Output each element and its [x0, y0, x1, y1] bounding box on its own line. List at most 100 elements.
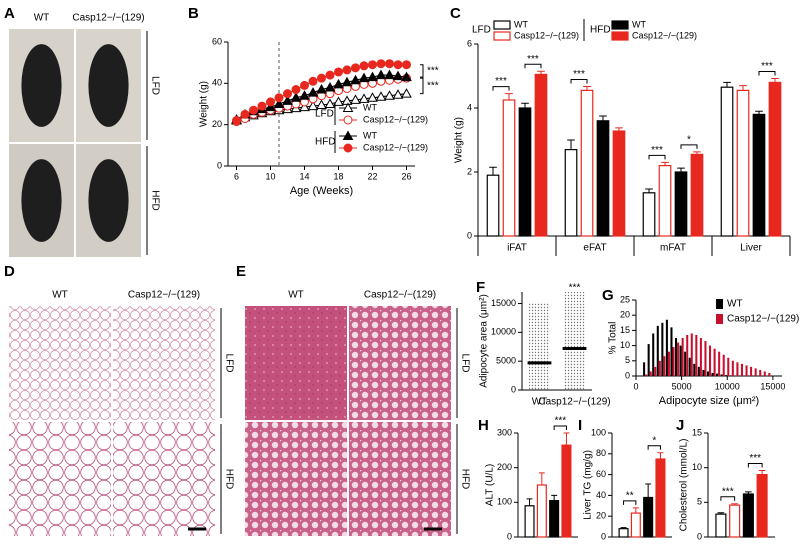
data-point: [384, 69, 395, 80]
micrograph: [349, 422, 451, 536]
x-axis-title: Adipocyte size (μm²): [659, 395, 759, 407]
column-label: WT: [34, 13, 50, 24]
bar: [618, 528, 629, 538]
bar: [670, 327, 673, 376]
panel-label: J: [676, 417, 684, 434]
panel-label: H: [478, 417, 489, 434]
data-point: [273, 98, 285, 108]
data-spread: [529, 303, 550, 390]
legend-label: WT: [363, 130, 377, 140]
bar: [677, 342, 680, 376]
y-tick-label: 10000: [491, 327, 516, 337]
bar: [713, 348, 716, 376]
sig-bracket: [570, 79, 588, 84]
data-point: [341, 76, 353, 87]
data-point: [385, 59, 394, 69]
legend-label: Casp12−/−(129): [727, 314, 799, 325]
bar: [564, 149, 578, 237]
legend-marker: [343, 143, 353, 153]
bar: [697, 366, 700, 376]
y-tick-label: 15: [620, 325, 630, 335]
legend-group: HFD: [590, 25, 611, 36]
bar: [742, 493, 754, 538]
column-label: WT: [52, 290, 68, 301]
y-tick-label: 5000: [496, 356, 516, 366]
row-label: LFD: [459, 354, 470, 373]
y-tick-label: 20: [596, 511, 606, 521]
column-label: Casp12−/−(129): [128, 290, 200, 301]
error-bar: [657, 452, 664, 459]
bar: [752, 113, 766, 237]
legend-swatch: [493, 20, 511, 30]
column-label: Casp12−/−(129): [72, 13, 144, 24]
data-point: [376, 59, 386, 69]
bar: [709, 345, 712, 376]
sig-label: ***: [495, 76, 507, 87]
bar: [679, 345, 682, 376]
data-point: [307, 87, 319, 97]
sig-label: ***: [722, 486, 734, 497]
x-tick-label: 18: [333, 171, 343, 181]
x-tick-label: 6: [234, 171, 239, 181]
y-tick-label: 100: [497, 497, 512, 507]
sig-label: ***: [573, 69, 585, 80]
data-point: [290, 92, 302, 102]
bar: [663, 356, 666, 376]
micrograph: [113, 422, 215, 536]
row-label: HFD: [459, 469, 470, 490]
bar: [652, 333, 655, 376]
sig-label: ***: [761, 61, 773, 72]
micrograph: [9, 422, 111, 536]
bar: [684, 351, 687, 376]
y-tick-label: 10: [620, 340, 630, 350]
sig-label: ***: [569, 283, 581, 294]
bar: [716, 373, 719, 376]
micrograph: [349, 306, 451, 420]
bar: [665, 319, 668, 376]
bar: [727, 357, 730, 376]
y-tick-label: 60: [596, 469, 606, 479]
y-tick-label: 5: [697, 497, 702, 507]
bar: [756, 474, 768, 538]
data-point: [265, 101, 276, 112]
error-bar: [723, 81, 731, 88]
sig-label: *: [687, 134, 691, 145]
y-tick-label: 20: [620, 310, 630, 320]
bar: [612, 130, 626, 237]
y-tick-label: 0: [697, 531, 702, 541]
y-axis-title: Liver TG (mg/g): [583, 450, 594, 520]
bar: [736, 362, 739, 376]
data-point: [351, 63, 360, 73]
y-tick-label: 40: [596, 490, 606, 500]
error-bar: [599, 115, 607, 121]
panel-label: D: [4, 263, 15, 280]
y-axis-title: ALT (U/L): [485, 464, 496, 506]
bar: [580, 89, 594, 237]
data-point: [350, 94, 361, 104]
y-axis-title: Weight (g): [199, 81, 210, 127]
bar: [718, 351, 721, 376]
error-bar: [645, 483, 652, 498]
y-tick-label: 0: [601, 531, 606, 541]
data-point: [367, 71, 378, 82]
data-point: [232, 116, 241, 126]
x-tick-label: 10: [265, 171, 275, 181]
x-tick-label: 26: [401, 171, 411, 181]
x-tick-label: 15000: [760, 381, 785, 391]
data-point: [402, 60, 411, 70]
y-tick-label: 0: [625, 370, 630, 380]
bar: [486, 174, 500, 237]
data-point: [392, 70, 404, 81]
sig-label: ***: [527, 54, 539, 65]
bar: [654, 366, 657, 376]
bar: [768, 81, 782, 237]
bar: [643, 362, 646, 376]
legend-swatch: [611, 20, 629, 30]
panel-label: B: [188, 5, 199, 22]
data-point: [317, 73, 326, 83]
data-point: [384, 90, 395, 100]
panel-label: A: [4, 5, 15, 22]
sig-label: ***: [427, 81, 439, 92]
legend-label: WT: [727, 299, 743, 310]
y-tick-label: 25: [620, 294, 630, 304]
